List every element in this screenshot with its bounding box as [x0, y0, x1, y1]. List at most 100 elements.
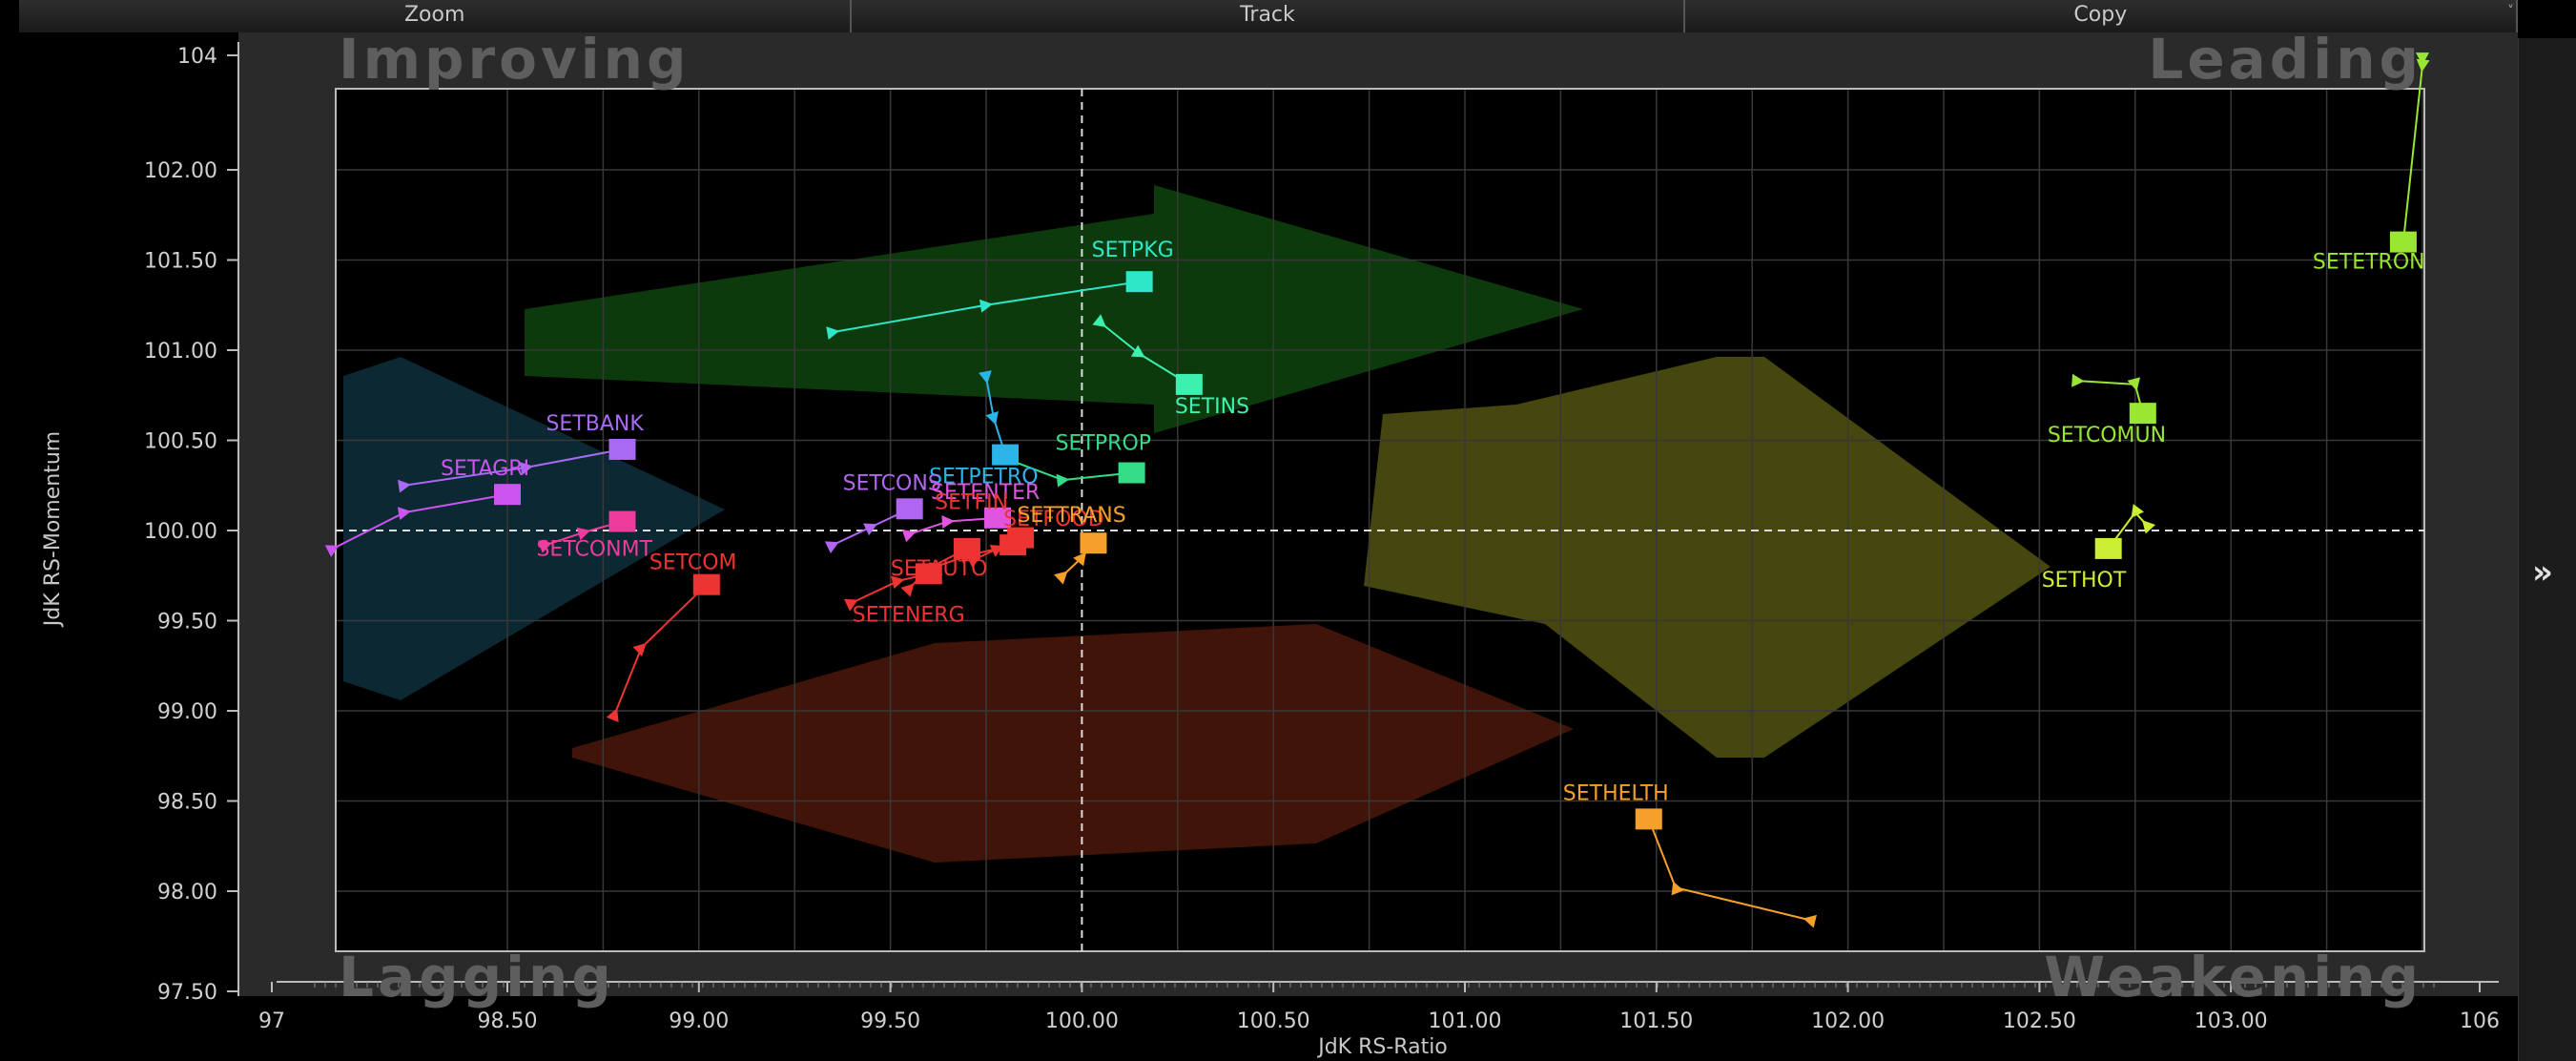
tail-segment: [985, 377, 996, 420]
tail-segment: [332, 511, 405, 550]
tail-marker: [606, 708, 619, 722]
chevron-down-icon[interactable]: ˅: [2507, 4, 2514, 19]
x-axis: 97 98.50 99.00 99.50 100.00 100.50 101.00 101.5…: [258, 981, 2500, 1033]
rrg-chart: 97 98.50 99.00 99.50 100.00 100.50 101.00 101.5…: [0, 32, 2518, 1061]
series-head-marker[interactable]: [1007, 527, 1035, 549]
tail-marker: [826, 326, 840, 341]
x-tick-label: 98.50: [478, 1009, 538, 1033]
tail-marker: [979, 299, 993, 313]
series-head-marker[interactable]: [896, 498, 923, 520]
series-label: SETHOT: [2042, 569, 2127, 593]
tail-segment: [2401, 65, 2423, 242]
tail-marker: [2131, 504, 2144, 518]
y-axis-title: JdK RS-Momentum: [41, 431, 65, 628]
tail-marker: [398, 479, 411, 493]
tail-segment: [613, 647, 643, 716]
tail-marker: [1803, 914, 1817, 928]
series-head-marker[interactable]: [1118, 462, 1145, 484]
quadrant-label-improving: Improving: [339, 32, 690, 92]
x-tick-label: 103.00: [2195, 1009, 2268, 1033]
tail-marker: [2416, 58, 2430, 73]
tail-segment: [2077, 380, 2135, 385]
tail-segment: [526, 447, 623, 468]
sidebar-toggle-button[interactable]: »: [2517, 38, 2576, 1061]
tail-marker: [632, 642, 647, 657]
series-label: SETENTER: [931, 481, 1040, 505]
tail-marker: [844, 598, 858, 612]
series-label: SETHELTH: [1563, 781, 1669, 805]
series-head-marker[interactable]: [2389, 231, 2417, 253]
tail-marker: [1671, 881, 1684, 896]
series-label: SETCONS: [843, 471, 941, 495]
tail-marker: [2127, 377, 2141, 391]
tail-marker: [2416, 52, 2429, 66]
series-head-marker[interactable]: [608, 438, 636, 460]
series-head-marker[interactable]: [953, 537, 980, 559]
tail-marker: [538, 540, 552, 553]
tail-marker: [1056, 473, 1070, 488]
y-tick-label: 100.00: [144, 520, 217, 544]
series-label: SETPROP: [1056, 432, 1151, 456]
series-label: SETFOOD: [1003, 508, 1104, 531]
tail-marker: [941, 515, 955, 529]
series-head-marker[interactable]: [1125, 271, 1153, 293]
series-head-marker[interactable]: [2094, 537, 2122, 559]
tail-marker: [900, 583, 915, 597]
series-head-marker[interactable]: [1635, 808, 1662, 830]
series-head-marker[interactable]: [984, 507, 1012, 529]
y-tick-label: 104: [177, 45, 217, 69]
tail-marker: [863, 523, 877, 536]
series-label: SETPETRO: [929, 466, 1039, 489]
tail-marker: [1054, 571, 1068, 585]
series-label: SETENERG: [853, 603, 965, 627]
tail-segment: [852, 580, 899, 604]
copy-button[interactable]: Copy: [1684, 0, 2518, 32]
double-chevron-right-icon: »: [2532, 553, 2553, 592]
tail-marker: [2071, 373, 2085, 387]
x-tick-label: 99.50: [860, 1009, 920, 1033]
tail-marker: [397, 507, 411, 521]
tail-segment: [403, 493, 508, 514]
tail-marker: [824, 541, 839, 554]
tail-segment: [403, 466, 527, 487]
quadrant-arrows: [343, 185, 2050, 863]
series-label: SETPKG: [1092, 239, 1174, 262]
tail-marker: [1073, 551, 1086, 567]
series-label: SETBANK: [546, 412, 644, 436]
toolbar: Zoom Track Copy ˅: [19, 0, 2518, 34]
tail-segment: [833, 303, 987, 334]
y-tick-label: 98.50: [157, 791, 217, 815]
tail-segment: [640, 583, 708, 649]
grid: [335, 88, 2425, 952]
lagging-arrow: [572, 624, 1574, 863]
series-head-marker[interactable]: [608, 510, 636, 532]
track-button[interactable]: Track: [852, 0, 1685, 32]
y-tick-label: 99.00: [157, 700, 217, 724]
series-head-marker[interactable]: [2129, 403, 2156, 425]
tail-marker: [985, 410, 999, 426]
series-head-marker[interactable]: [915, 563, 942, 585]
lagging-to-improving-arrow: [343, 357, 725, 700]
series-head-marker[interactable]: [1175, 373, 1203, 395]
x-tick-label: 100.50: [1237, 1009, 1310, 1033]
x-axis-title: JdK RS-Ratio: [1316, 1035, 1448, 1059]
x-tick-label: 102.50: [2003, 1009, 2076, 1033]
tail-segment: [909, 520, 949, 535]
series-label: SETINS: [1175, 395, 1249, 419]
series-heads: [494, 231, 2417, 830]
series-head-marker[interactable]: [1080, 532, 1107, 554]
series-head-marker[interactable]: [494, 484, 521, 506]
tail-marker: [979, 370, 992, 385]
tail-marker: [891, 575, 905, 590]
tail-segment: [1100, 322, 1141, 355]
series-head-marker[interactable]: [992, 444, 1020, 466]
tail-segment: [1675, 886, 1810, 922]
zoom-button[interactable]: Zoom: [19, 0, 853, 32]
tail-marker: [1130, 344, 1145, 358]
series-head-marker[interactable]: [692, 573, 720, 595]
x-tick-label: 99.00: [669, 1009, 729, 1033]
tail-marker: [576, 527, 591, 541]
y-tick-label: 99.50: [157, 611, 217, 635]
series-labels: SETPKG SETINS SETPETRO SETPROP SETBANK SETAGR…: [441, 239, 2425, 805]
y-tick-label: 97.50: [157, 981, 217, 1005]
